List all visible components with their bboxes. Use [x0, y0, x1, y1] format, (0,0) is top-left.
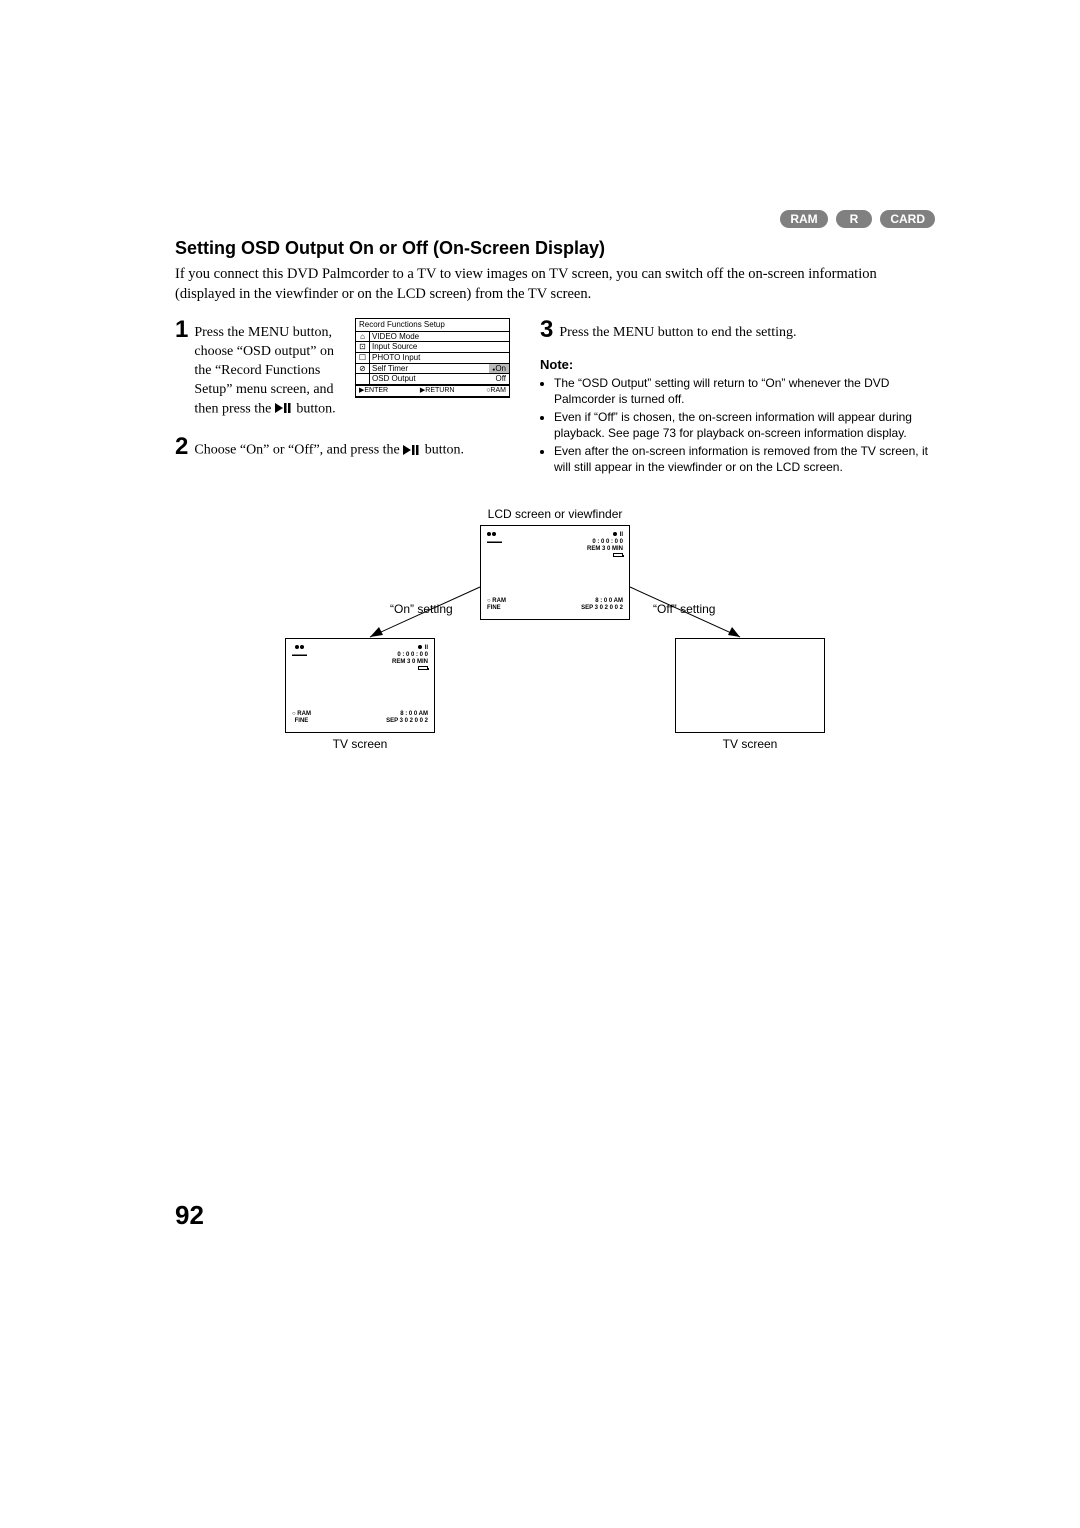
menu-icon-blank	[356, 374, 370, 384]
off-setting-label: “Off” setting	[653, 602, 715, 616]
osd-top-left: ▬▬▬	[487, 532, 502, 546]
badge-ram: RAM	[780, 210, 827, 228]
menu-foot-ram: ○RAM	[486, 387, 506, 395]
menu-row-osd: OSD Output	[370, 374, 492, 384]
osd-bottom-right: 8 : 0 0 AMSEP 3 0 2 0 0 2	[581, 598, 623, 612]
step-3-text: Press the MENU button to end the setting…	[559, 318, 796, 343]
menu-icon-timer: ⊘	[356, 364, 370, 374]
step-1-number: 1	[175, 318, 188, 419]
media-badges: RAM R CARD	[175, 210, 935, 228]
menu-val-on: ●On	[489, 364, 509, 374]
menu-screenshot: Record Functions Setup ⌂VIDEO Mode ⊡Inpu…	[355, 318, 510, 398]
osd-top-right: II0 : 0 0 : 0 0REM 3 0 MIN	[587, 532, 623, 561]
step-1: 1 Press the MENU button, choose “OSD out…	[175, 318, 345, 419]
menu-foot-return: ▶RETURN	[420, 387, 455, 395]
tv-off-box	[675, 638, 825, 733]
step-2-number: 2	[175, 435, 188, 461]
tv-row: ▬▬▬ II0 : 0 0 : 0 0REM 3 0 MIN ○ RAMFINE…	[285, 638, 825, 751]
columns: 1 Press the MENU button, choose “OSD out…	[175, 318, 935, 478]
menu-val-off: Off	[492, 374, 509, 384]
menu-icon-input: ⊡	[356, 342, 370, 352]
intro-text: If you connect this DVD Palmcorder to a …	[175, 265, 935, 304]
step-2-text-b: button.	[421, 443, 464, 458]
menu-row-timer: Self Timer	[370, 364, 489, 374]
step-3-number: 3	[540, 318, 553, 343]
lcd-label: LCD screen or viewfinder	[285, 507, 825, 521]
tv-on-box: ▬▬▬ II0 : 0 0 : 0 0REM 3 0 MIN ○ RAMFINE…	[285, 638, 435, 733]
note-2: Even if “Off” is chosen, the on-screen i…	[554, 410, 935, 441]
menu-row-photo: PHOTO Input	[370, 353, 509, 363]
section-title: Setting OSD Output On or Off (On-Screen …	[175, 238, 935, 259]
right-column: 3 Press the MENU button to end the setti…	[540, 318, 935, 478]
badge-r: R	[836, 210, 873, 228]
tv-off-group: TV screen	[675, 638, 825, 751]
step-1-row: 1 Press the MENU button, choose “OSD out…	[175, 318, 510, 429]
menu-foot-enter: ▶ENTER	[359, 387, 388, 395]
left-column: 1 Press the MENU button, choose “OSD out…	[175, 318, 510, 478]
menu-title: Record Functions Setup	[356, 319, 509, 332]
page-number: 92	[175, 1200, 204, 1231]
on-setting-label: “On” setting	[390, 602, 453, 616]
step-3: 3 Press the MENU button to end the setti…	[540, 318, 935, 343]
badge-card: CARD	[880, 210, 935, 228]
note-3: Even after the on-screen information is …	[554, 444, 935, 475]
step-2: 2 Choose “On” or “Off”, and press the bu…	[175, 435, 510, 461]
note-1: The “OSD Output” setting will return to …	[554, 376, 935, 407]
menu-icon-photo: ☐	[356, 353, 370, 363]
step-1-text: Press the MENU button, choose “OSD outpu…	[194, 318, 345, 419]
menu-icon-camera: ⌂	[356, 332, 370, 342]
tv-on-caption: TV screen	[285, 737, 435, 751]
osd-diagram: LCD screen or viewfinder ▬▬▬ II0 : 0 0 :…	[175, 507, 935, 751]
play-pause-icon	[275, 400, 293, 419]
step-1-text-b: button.	[293, 401, 336, 416]
menu-footer: ▶ENTER ▶RETURN ○RAM	[356, 385, 509, 397]
page-content: RAM R CARD Setting OSD Output On or Off …	[175, 210, 935, 751]
menu-row-video: VIDEO Mode	[370, 332, 509, 342]
tv-off-caption: TV screen	[675, 737, 825, 751]
play-pause-icon	[403, 441, 421, 460]
note-heading: Note:	[540, 357, 935, 372]
lcd-box: ▬▬▬ II0 : 0 0 : 0 0REM 3 0 MIN ○ RAMFINE…	[480, 525, 630, 620]
tv-on-group: ▬▬▬ II0 : 0 0 : 0 0REM 3 0 MIN ○ RAMFINE…	[285, 638, 435, 751]
step-2-text-a: Choose “On” or “Off”, and press the	[194, 443, 403, 458]
step-2-text: Choose “On” or “Off”, and press the butt…	[194, 435, 464, 461]
menu-row-input: Input Source	[370, 342, 509, 352]
menu-body: ⌂VIDEO Mode ⊡Input Source ☐PHOTO Input ⊘…	[356, 332, 509, 385]
note-list: The “OSD Output” setting will return to …	[540, 376, 935, 476]
